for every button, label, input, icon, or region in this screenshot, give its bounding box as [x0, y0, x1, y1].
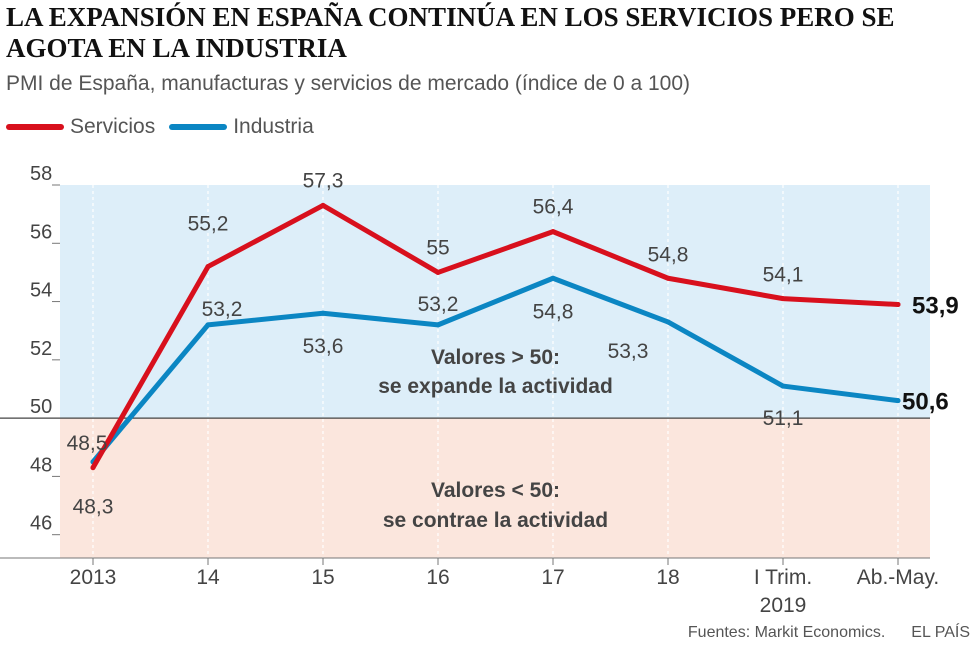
- data-label-industria: 48,5: [67, 432, 108, 455]
- legend-swatch-industria: [169, 124, 228, 130]
- data-point-servicios: [665, 275, 671, 281]
- contraction-region: [60, 418, 930, 558]
- x-tick-label: 17: [541, 566, 564, 589]
- data-label-industria: 53,2: [418, 293, 459, 316]
- data-label-industria: 51,1: [763, 407, 804, 430]
- data-point-industria: [895, 398, 901, 404]
- data-point-servicios: [90, 465, 96, 471]
- data-label-servicios: 55: [426, 236, 449, 259]
- source-text: Fuentes: Markit Economics.: [687, 624, 886, 641]
- legend-item-servicios: Servicios: [6, 115, 155, 139]
- annotation-contraction-line1: Valores < 50:: [431, 479, 560, 502]
- x-tick-label: 14: [196, 566, 220, 589]
- data-point-industria: [205, 322, 211, 328]
- chart-subtitle: PMI de España, manufacturas y servicios …: [6, 72, 691, 95]
- data-label-servicios: 57,3: [303, 169, 344, 192]
- data-label-servicios: 48,3: [73, 496, 114, 519]
- legend-label-servicios: Servicios: [70, 115, 156, 138]
- data-label-servicios: 56,4: [533, 196, 574, 219]
- annotation-expansion-line2: se expande la actividad: [378, 375, 613, 398]
- y-tick-label: 58: [30, 163, 52, 185]
- y-tick-label: 46: [30, 513, 52, 535]
- data-point-industria: [320, 310, 326, 316]
- data-point-industria: [435, 322, 441, 328]
- data-point-servicios: [895, 301, 901, 307]
- x-tick-label: 18: [656, 566, 679, 589]
- x-tick-label: Ab.-May.: [857, 566, 939, 589]
- data-label-servicios: 54,8: [648, 243, 689, 266]
- publisher-credit: EL PAÍS: [911, 624, 970, 641]
- series-line-industria: [90, 275, 901, 465]
- annotation-expansion-line1: Valores > 50:: [431, 346, 560, 369]
- data-point-industria: [665, 319, 671, 325]
- x-tick-label: I Trim.: [754, 566, 812, 589]
- data-point-servicios: [435, 269, 441, 275]
- data-point-industria: [780, 383, 786, 389]
- x-tick-label: 15: [311, 566, 334, 589]
- series-line-servicios: [90, 202, 901, 471]
- y-tick-label: 52: [30, 338, 52, 360]
- data-label-industria: 54,8: [533, 300, 574, 323]
- data-point-servicios: [780, 296, 786, 302]
- data-label-servicios: 53,9: [912, 292, 959, 319]
- data-label-industria: 53,2: [202, 298, 243, 321]
- x-year-label: 2019: [760, 594, 807, 617]
- y-tick-label: 54: [30, 280, 52, 302]
- y-tick-label: 48: [30, 454, 52, 476]
- source-line: Fuentes: Markit Economics. EL PAÍS: [662, 624, 970, 642]
- data-label-servicios: 54,1: [763, 264, 804, 287]
- legend-swatch-servicios: [6, 124, 64, 130]
- y-tick-label: 50: [30, 396, 52, 418]
- y-tick-label: 56: [30, 221, 52, 243]
- legend-item-industria: Industria: [169, 115, 314, 139]
- data-label-servicios: 55,2: [188, 213, 229, 236]
- x-tick-label: 16: [426, 566, 449, 589]
- chart-title: La expansión en España continúa en los s…: [6, 2, 895, 63]
- legend-label-industria: Industria: [233, 115, 314, 138]
- data-label-industria: 53,3: [608, 340, 649, 363]
- data-point-servicios: [550, 229, 556, 235]
- data-label-industria: 53,6: [303, 335, 344, 358]
- x-tick-label: 2013: [70, 566, 117, 589]
- annotation-contraction-line2: se contrae la actividad: [383, 509, 608, 532]
- data-point-servicios: [205, 264, 211, 270]
- data-point-servicios: [320, 202, 326, 208]
- data-label-industria: 50,6: [902, 389, 949, 416]
- legend: Servicios Industria: [6, 113, 328, 141]
- data-point-industria: [550, 275, 556, 281]
